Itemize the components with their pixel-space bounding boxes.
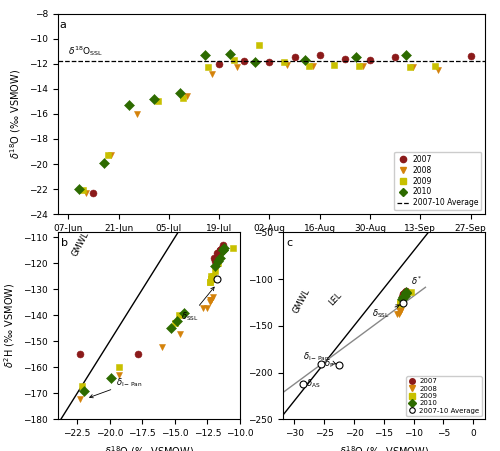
2010 (76, 186, 82, 192)
2008 (284, 62, 290, 68)
Text: $\delta_{\sf P}$: $\delta_{\sf P}$ (324, 358, 334, 370)
2007 (242, 59, 248, 64)
2010 (352, 55, 358, 60)
2010 (126, 102, 132, 108)
2010 (152, 96, 158, 101)
2008 (310, 64, 316, 69)
2008 (108, 152, 114, 158)
Legend: 2007, 2008, 2009, 2010, 2007-10 Average: 2007, 2008, 2009, 2010, 2007-10 Average (394, 152, 481, 211)
2010 (202, 52, 208, 58)
2009 (331, 62, 337, 68)
Line: 2008: 2008 (83, 61, 442, 196)
Text: $\delta_{\sf I-Pan}$: $\delta_{\sf I-Pan}$ (304, 350, 336, 364)
2009 (306, 64, 312, 69)
2009 (206, 65, 212, 70)
2009 (281, 60, 287, 65)
2010 (302, 57, 308, 63)
Text: a: a (60, 19, 66, 30)
2009 (155, 99, 161, 104)
2007 (292, 55, 298, 60)
Line: 2007: 2007 (90, 51, 474, 196)
Text: GMWL: GMWL (292, 287, 312, 315)
2010 (101, 160, 107, 166)
2007 (468, 54, 473, 59)
Y-axis label: $\delta^{18}$O (‰ VSMOW): $\delta^{18}$O (‰ VSMOW) (8, 69, 23, 159)
2008 (436, 67, 442, 73)
2009 (105, 152, 111, 158)
X-axis label: $\delta^{18}$O (‰ VSMOW): $\delta^{18}$O (‰ VSMOW) (104, 444, 194, 451)
2008 (184, 94, 190, 99)
Text: GMWL: GMWL (70, 230, 91, 258)
2008 (360, 64, 366, 69)
Legend: 2007, 2008, 2009, 2010, 2007-10 Average: 2007, 2008, 2009, 2010, 2007-10 Average (406, 376, 481, 416)
2007 (392, 55, 398, 60)
2008 (209, 71, 215, 76)
Text: b: b (61, 238, 68, 248)
Text: $\delta_{\sf SSL}$: $\delta_{\sf SSL}$ (182, 287, 214, 323)
2007 (216, 61, 222, 66)
2007 (316, 52, 322, 58)
Text: $\delta_{\sf I-Pan}$: $\delta_{\sf I-Pan}$ (90, 377, 142, 398)
Text: LEL: LEL (327, 290, 344, 307)
Text: $\delta^*$: $\delta^*$ (410, 274, 422, 287)
2010 (227, 51, 233, 56)
2007 (90, 190, 96, 196)
2010 (252, 60, 258, 65)
2007 (266, 60, 272, 65)
2007 (342, 56, 348, 61)
2008 (83, 190, 89, 196)
Text: $\delta^{18}$O$_{\sf SSL}$: $\delta^{18}$O$_{\sf SSL}$ (68, 44, 104, 58)
2009 (256, 42, 262, 48)
2009 (230, 57, 236, 63)
2009 (432, 64, 438, 69)
2008 (234, 65, 240, 70)
Line: 2009: 2009 (79, 41, 438, 194)
Text: $\delta_{\sf AS}$: $\delta_{\sf AS}$ (306, 377, 321, 390)
2009 (180, 95, 186, 100)
Y-axis label: $\delta^{2}$H (‰ VSMOW): $\delta^{2}$H (‰ VSMOW) (2, 283, 18, 368)
2007 (367, 57, 373, 63)
Line: 2010: 2010 (76, 50, 409, 193)
2010 (403, 52, 409, 58)
Text: $\delta_{\sf SSL}$: $\delta_{\sf SSL}$ (372, 305, 400, 320)
2008 (410, 65, 416, 70)
2010 (176, 90, 182, 95)
2009 (356, 64, 362, 69)
2009 (80, 188, 86, 193)
2009 (406, 65, 412, 70)
X-axis label: $\delta^{18}$O (‰ VSMOW): $\delta^{18}$O (‰ VSMOW) (339, 444, 428, 451)
2008 (134, 111, 140, 116)
Text: c: c (286, 238, 292, 248)
